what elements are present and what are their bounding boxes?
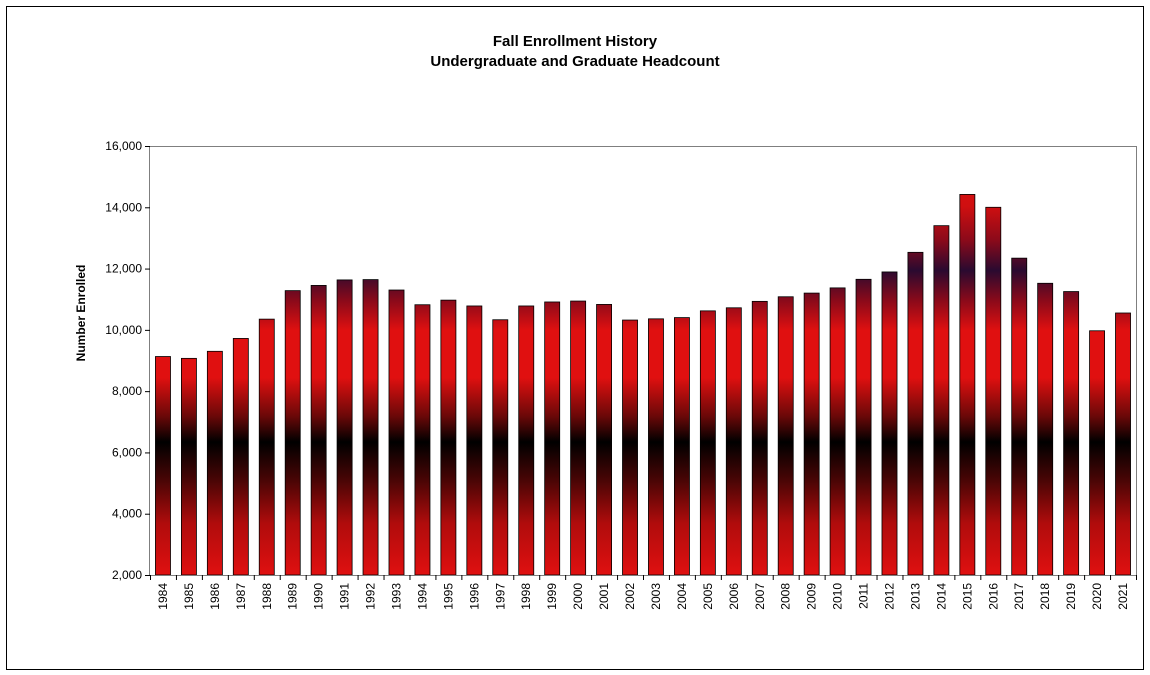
- y-tick-label: 8,000: [112, 384, 142, 398]
- x-tick-label-2005: 2005: [701, 583, 715, 610]
- y-axis: 2,000 4,000 6,000 8,000 10,000 12,000 14,000 16…: [105, 139, 150, 582]
- x-tick-label-1989: 1989: [286, 583, 300, 610]
- bar-1996: [466, 305, 483, 576]
- x-tick-label-2011: 2011: [857, 583, 871, 609]
- x-tick-label-2017: 2017: [1012, 583, 1026, 610]
- bar-1992: [362, 279, 379, 576]
- x-tick-label-2008: 2008: [779, 583, 793, 610]
- x-tick-label-1999: 1999: [545, 583, 559, 610]
- bar-1990: [310, 285, 327, 576]
- x-tick-label-1994: 1994: [415, 583, 429, 610]
- x-tick-label-2002: 2002: [623, 583, 637, 610]
- x-tick-label-1990: 1990: [312, 583, 326, 610]
- x-tick-label-2001: 2001: [597, 583, 611, 610]
- bar-1991: [336, 279, 353, 576]
- bar-2000: [570, 300, 587, 576]
- y-tick-label: 2,000: [112, 568, 142, 582]
- x-tick-label-2010: 2010: [831, 583, 845, 610]
- x-axis: 1984 1985 1986 1987 1988 1989 1990 1991 1992 1993…: [150, 575, 1137, 610]
- bar-1984: [155, 356, 171, 576]
- bar-2008: [777, 296, 794, 576]
- x-tick-label-1985: 1985: [182, 583, 196, 610]
- chart-title: Fall Enrollment History: [492, 33, 658, 50]
- x-tick-label-2009: 2009: [805, 583, 819, 610]
- x-tick-label-2020: 2020: [1090, 583, 1104, 610]
- x-tick-label-1992: 1992: [364, 583, 378, 610]
- y-tick-label: 4,000: [112, 507, 142, 521]
- bar-2019: [1063, 291, 1080, 576]
- x-tick-label-2018: 2018: [1038, 583, 1052, 610]
- x-tick-label-2013: 2013: [908, 583, 922, 610]
- bar-1998: [518, 305, 535, 576]
- x-tick-label-1987: 1987: [234, 583, 248, 610]
- bar-1989: [284, 290, 301, 576]
- x-tick-label-1986: 1986: [208, 583, 222, 610]
- bar-1995: [440, 299, 457, 576]
- y-tick-label: 12,000: [105, 262, 142, 276]
- x-tick-label-1993: 1993: [390, 583, 404, 610]
- bar-2017: [1011, 257, 1028, 576]
- x-tick-label-2016: 2016: [986, 583, 1000, 610]
- y-tick-label: 14,000: [105, 200, 142, 214]
- x-tick-label-2006: 2006: [727, 583, 741, 610]
- chart-titles: Fall Enrollment History Undergraduate an…: [0, 32, 1150, 72]
- bar-2014: [933, 225, 950, 576]
- bar-2002: [622, 319, 638, 576]
- x-tick-label-2000: 2000: [571, 583, 585, 610]
- bar-2006: [725, 307, 742, 576]
- bar-2007: [751, 300, 768, 576]
- bar-2009: [803, 292, 820, 576]
- bars-group: [155, 194, 1131, 576]
- bar-2021: [1115, 312, 1131, 576]
- bar-2013: [907, 251, 924, 576]
- y-tick-label: 6,000: [112, 445, 142, 459]
- bar-1987: [232, 338, 249, 576]
- bar-2011: [855, 278, 872, 576]
- x-tick-label-1998: 1998: [519, 583, 533, 610]
- bar-2012: [881, 271, 898, 576]
- x-tick-label-1996: 1996: [467, 583, 481, 610]
- chart-subtitle: Undergraduate and Graduate Headcount: [430, 53, 720, 70]
- bar-1994: [414, 304, 431, 576]
- x-tick-label-1984: 1984: [156, 583, 170, 610]
- bar-2020: [1089, 330, 1106, 576]
- bar-1988: [258, 318, 275, 576]
- bar-2004: [674, 317, 690, 576]
- x-tick-label-2007: 2007: [753, 583, 767, 610]
- x-tick-label-1997: 1997: [493, 583, 507, 610]
- x-tick-label-2004: 2004: [675, 583, 689, 610]
- y-tick-label: 16,000: [105, 139, 142, 153]
- bar-1985: [180, 357, 197, 576]
- x-tick-label-2003: 2003: [649, 583, 663, 610]
- bar-1993: [388, 289, 405, 576]
- x-tick-label-2012: 2012: [883, 583, 897, 610]
- x-tick-label-2019: 2019: [1064, 583, 1078, 610]
- bar-1986: [206, 350, 223, 576]
- bar-2003: [648, 318, 664, 576]
- bar-2010: [829, 287, 846, 576]
- bar-2016: [985, 206, 1002, 576]
- bar-2001: [596, 304, 612, 576]
- bar-2015: [959, 194, 976, 576]
- x-tick-label-2015: 2015: [960, 583, 974, 610]
- bar-1997: [492, 319, 509, 576]
- bar-2005: [699, 310, 716, 576]
- x-tick-label-1988: 1988: [260, 583, 274, 610]
- bar-1999: [544, 301, 561, 576]
- y-tick-label: 10,000: [105, 323, 142, 337]
- x-tick-label-1991: 1991: [338, 583, 352, 610]
- x-tick-label-1995: 1995: [441, 583, 455, 610]
- x-tick-label-2014: 2014: [934, 583, 948, 610]
- x-tick-label-2021: 2021: [1116, 583, 1130, 610]
- bar-2018: [1037, 282, 1054, 576]
